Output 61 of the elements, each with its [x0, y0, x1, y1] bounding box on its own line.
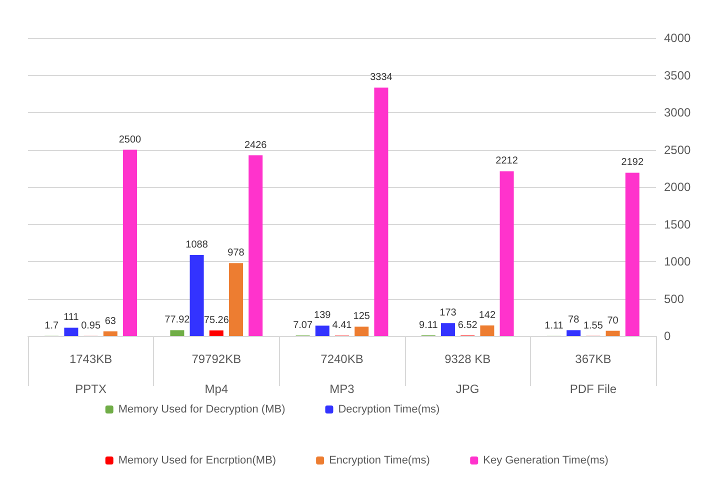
data-label: 139 [314, 310, 332, 322]
data-label: 70 [607, 315, 619, 326]
data-label: 7.07 [293, 320, 313, 331]
bar [123, 150, 137, 336]
data-label: 978 [228, 248, 245, 259]
data-label: 0.95 [81, 320, 101, 332]
bar [354, 326, 369, 336]
data-label: 142 [478, 310, 496, 321]
bar [209, 330, 224, 336]
data-label: 3334 [370, 72, 393, 84]
y-tick-label: 1500 [664, 217, 692, 232]
data-label: 75.26 [204, 314, 230, 326]
y-tick-label: 500 [664, 292, 684, 306]
bar [190, 254, 204, 336]
data-label: 63 [104, 316, 116, 327]
y-tick-label: 0 [664, 329, 671, 343]
category-label: 79792KB Mp4 [192, 352, 242, 396]
data-label: 125 [353, 311, 370, 322]
bar [625, 172, 640, 336]
data-label: 9.11 [419, 320, 438, 331]
data-label: 1.55 [583, 320, 604, 332]
y-tick-label: 2000 [664, 180, 692, 194]
y-tick-label: 4000 [664, 31, 692, 45]
y-tick-label: 2500 [664, 142, 692, 157]
legend-label: Key Generation Time(ms) [483, 454, 608, 466]
category-label: 367KB PDF File [570, 352, 617, 396]
bar [315, 326, 330, 336]
category-label: 1743KB PPTX [69, 352, 112, 396]
bar [500, 171, 514, 336]
data-label: 2212 [496, 156, 518, 167]
legend-label: Decryption Time(ms) [338, 404, 440, 416]
bar [480, 325, 494, 336]
data-label: 2426 [244, 140, 268, 151]
bar [566, 330, 581, 336]
data-label: 2500 [118, 134, 142, 146]
category-label: 9328 KB JPG [444, 352, 491, 396]
data-label: 1.11 [544, 320, 564, 332]
data-label: 2192 [621, 157, 644, 168]
bar [64, 328, 78, 336]
bar [441, 323, 455, 336]
data-label: 1.7 [44, 320, 59, 332]
data-label: 173 [440, 308, 457, 319]
legend-label: Memory Used for Decryption (MB) [118, 404, 286, 416]
bar [606, 330, 620, 336]
data-label: 1088 [186, 239, 208, 250]
data-label: 111 [64, 312, 80, 324]
legend-label: Memory Used for Encrption(MB) [118, 454, 276, 466]
data-label: 6.52 [458, 320, 478, 332]
bar [170, 330, 184, 336]
bar [374, 88, 388, 336]
legend-label: Encryption Time(ms) [329, 454, 430, 466]
bar [103, 331, 118, 336]
data-label: 78 [568, 314, 580, 326]
y-tick-label: 3000 [664, 106, 692, 120]
bar [229, 263, 243, 336]
category-label: 7240KB MP3 [320, 352, 364, 396]
data-label: 77.92 [164, 314, 190, 326]
data-label: 4.41 [332, 320, 352, 332]
bar [248, 155, 263, 336]
y-tick-label: 3500 [664, 68, 692, 82]
y-tick-label: 1000 [664, 254, 692, 268]
